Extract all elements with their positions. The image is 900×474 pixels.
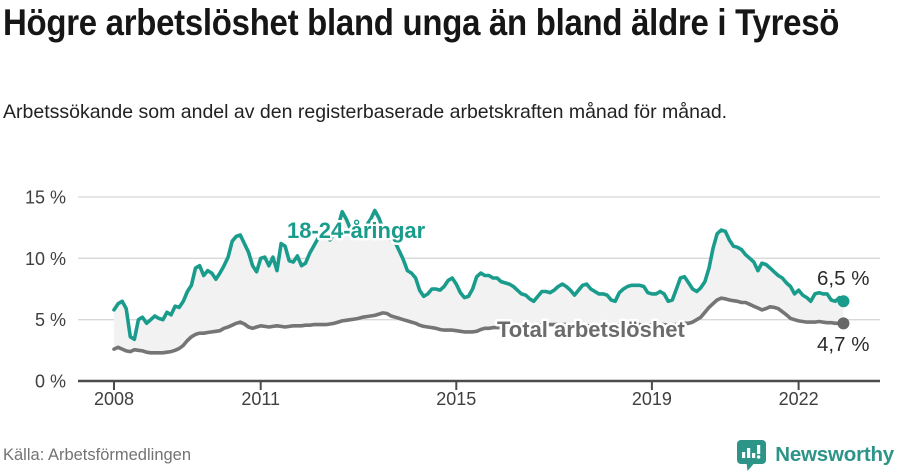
y-tick-label: 10 % bbox=[25, 249, 66, 269]
series-end-dot-0 bbox=[837, 295, 850, 308]
newsworthy-logo[interactable]: Newsworthy bbox=[735, 438, 894, 472]
series-band bbox=[114, 210, 844, 353]
page-subtitle: Arbetssökande som andel av den registerb… bbox=[3, 101, 728, 123]
y-tick-label: 0 % bbox=[35, 372, 66, 392]
series-end-dot-1 bbox=[837, 317, 850, 330]
y-tick-label: 5 % bbox=[35, 310, 66, 330]
series-annotation: 18-24-åringar bbox=[287, 218, 426, 243]
y-tick-label: 15 % bbox=[25, 187, 66, 207]
series-annotation: Total arbetslöshet bbox=[497, 317, 686, 342]
page-title: Högre arbetslöshet bland unga än bland ä… bbox=[3, 2, 840, 43]
newsworthy-logo-icon bbox=[737, 440, 767, 471]
x-tick-label: 2008 bbox=[94, 389, 134, 409]
value-annotation: 6,5 % bbox=[817, 267, 869, 290]
unemployment-line-chart: 2008 2011 2015 2019 2022 0 % 5 % 10 % 15 % 18-24-… bbox=[25, 187, 880, 409]
x-tick-label: 2015 bbox=[436, 389, 476, 409]
value-annotation: 4,7 % bbox=[817, 333, 869, 356]
x-tick-label: 2022 bbox=[779, 389, 819, 409]
x-tick-label: 2011 bbox=[241, 389, 280, 409]
newsworthy-logo-text: Newsworthy bbox=[775, 443, 894, 466]
x-tick-label: 2019 bbox=[632, 389, 672, 409]
source-note: Källa: Arbetsförmedlingen bbox=[3, 446, 192, 464]
series-line-0 bbox=[112, 208, 846, 342]
series-line-1 bbox=[112, 296, 846, 355]
